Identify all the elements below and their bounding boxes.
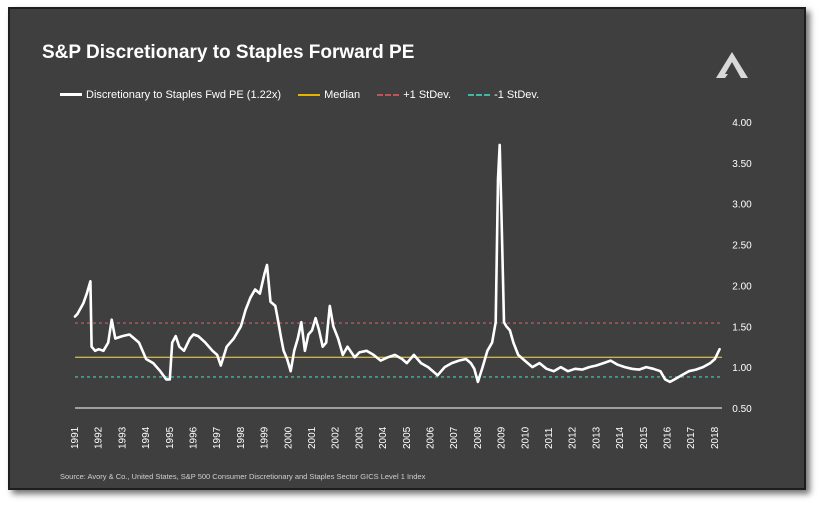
x-tick-label: 1995 <box>165 426 176 449</box>
x-tick-label: 2014 <box>615 426 626 449</box>
x-tick-label: 1991 <box>70 426 81 449</box>
legend-swatch-series <box>60 93 82 96</box>
x-tick-label: 2006 <box>425 426 436 449</box>
x-tick-label: 2015 <box>639 426 650 449</box>
legend-swatch-median <box>298 94 321 96</box>
x-tick-label: 2009 <box>497 426 508 449</box>
chart-legend: Discretionary to Staples Fwd PE (1.22x) … <box>60 87 553 103</box>
x-tick-label: 2013 <box>591 426 602 449</box>
x-tick-label: 2001 <box>307 426 318 449</box>
x-tick-label: 1993 <box>117 426 128 449</box>
x-tick-label: 1996 <box>188 426 199 449</box>
x-tick-label: 2004 <box>378 426 389 449</box>
y-tick-label: 1.50 <box>732 322 752 333</box>
x-tick-label: 2018 <box>710 426 721 449</box>
x-tick-label: 1997 <box>212 426 223 449</box>
y-tick-label: 3.50 <box>732 159 752 170</box>
x-tick-label: 1999 <box>260 426 271 449</box>
legend-label-minus-std: -1 StDev. <box>494 89 540 101</box>
x-tick-label: 2002 <box>331 426 342 449</box>
x-tick-label: 1998 <box>236 426 247 449</box>
y-tick-label: 2.00 <box>732 281 752 292</box>
legend-label-median: Median <box>324 89 361 101</box>
x-tick-label: 2003 <box>354 426 365 449</box>
y-tick-label: 3.00 <box>732 200 752 211</box>
legend-item-minus-std: -1 StDev. <box>468 89 539 101</box>
chart-title: S&P Discretionary to Staples Forward PE <box>42 42 415 63</box>
legend-item-series: Discretionary to Staples Fwd PE (1.22x) <box>60 89 281 101</box>
legend-swatch-minus-std <box>468 94 491 96</box>
x-tick-label: 2012 <box>568 426 579 449</box>
y-tick-label: 1.00 <box>732 363 752 374</box>
legend-item-plus-std: +1 StDev. <box>377 89 451 101</box>
x-tick-label: 2000 <box>283 426 294 449</box>
x-tick-label: 2007 <box>449 426 460 449</box>
brand-logo-icon <box>716 52 748 78</box>
x-tick-label: 2008 <box>473 426 484 449</box>
source-note: Source: Avory & Co., United States, S&P … <box>60 472 426 481</box>
x-tick-label: 2016 <box>662 426 673 449</box>
x-tick-label: 2005 <box>402 426 413 449</box>
series-line-discretionary-staples <box>73 143 721 384</box>
legend-label-series: Discretionary to Staples Fwd PE (1.22x) <box>86 88 282 101</box>
x-tick-label: 2011 <box>544 427 555 449</box>
chart-panel <box>8 7 806 490</box>
y-tick-label: 0.50 <box>732 404 752 415</box>
x-tick-label: 1994 <box>141 426 152 449</box>
x-tick-label: 1992 <box>94 426 105 449</box>
legend-label-plus-std: +1 StDev. <box>403 89 452 101</box>
x-tick-label: 2010 <box>520 426 531 449</box>
y-tick-label: 4.00 <box>732 118 752 129</box>
legend-item-median: Median <box>298 89 360 101</box>
legend-swatch-plus-std <box>377 94 400 96</box>
y-tick-label: 2.50 <box>732 241 752 252</box>
x-tick-label: 2017 <box>686 426 697 449</box>
